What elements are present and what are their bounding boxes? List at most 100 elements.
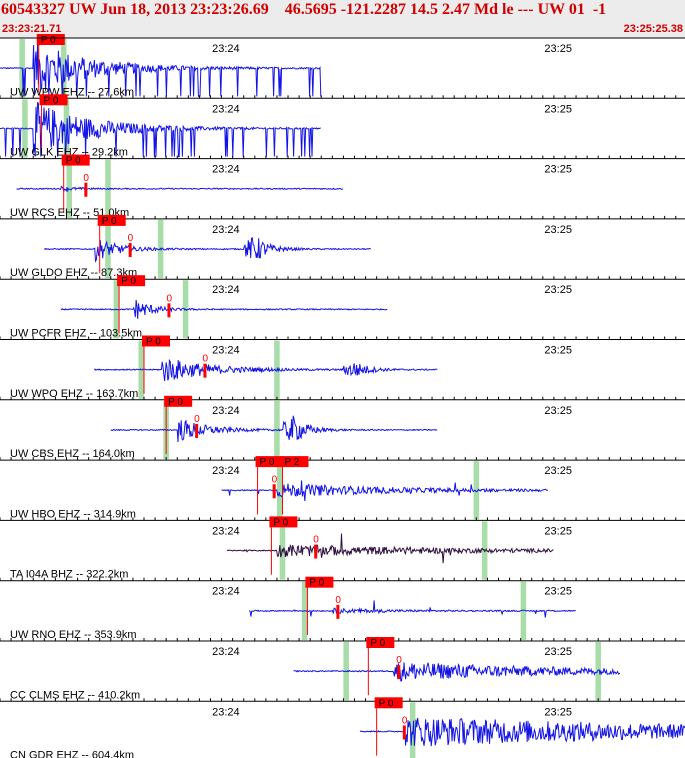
station-label: TA I04A BHZ -- 322.2km [10,569,128,581]
time-tick-label: 23:25 [544,345,572,357]
seismic-trace [110,415,438,443]
time-tick-label: 23:24 [212,345,240,357]
time-tick-label: 23:24 [212,103,240,115]
station-label: UW CBS EHZ -- 164.0km [10,448,135,460]
time-tick-label: 23:25 [544,405,572,417]
time-tick-label: 23:25 [544,465,572,477]
time-tick-label: 23:25 [544,43,572,55]
time-tick-label: 23:24 [212,525,240,537]
origin-marker [128,243,132,258]
origin-marker [336,604,340,619]
time-tick-label: 23:24 [212,646,240,658]
time-tick-label: 23:24 [212,405,240,417]
time-tick-label: 23:24 [212,706,240,718]
time-tick-label: 23:25 [544,706,572,718]
origin-marker [272,484,276,499]
origin-marker [402,725,406,740]
end-time-label: 23:25:25.38 [623,23,683,35]
origin-label: 0 [335,595,341,606]
seismic-trace [60,299,388,319]
time-tick-label: 23:24 [212,586,240,598]
station-label: UW HBO EHZ -- 314.9km [10,508,136,520]
phase-pick-label: P 0 [44,95,59,106]
phase-pick-flag[interactable] [255,456,284,468]
time-tick-label: 23:25 [544,224,572,236]
seismic-trace [93,358,438,382]
event-title: 60543327 UW Jun 18, 2013 23:23:26.69 46.… [1,1,607,18]
station-label: UW WPW EHZ -- 27.6km [10,86,134,98]
origin-label: 0 [402,715,408,726]
start-time-label: 23:23:21.71 [2,23,62,35]
phase-pick-flag[interactable] [61,154,90,166]
phase-pick-label: P 0 [146,337,161,348]
phase-pick-flag[interactable] [305,576,334,588]
seismic-trace [226,533,554,564]
time-window-band [595,642,601,701]
station-label: UW WPO EHZ -- 163.7km [10,388,138,400]
event-header: 60543327 UW Jun 18, 2013 23:23:26.69 46.… [0,0,685,38]
station-label: UW GLDO EHZ -- 87.3km [10,267,137,279]
origin-label: 0 [202,354,208,365]
time-window-band [276,461,283,520]
time-tick-label: 23:25 [544,525,572,537]
seismic-trace [0,101,321,158]
time-window-band [520,581,527,640]
phase-pick-flag[interactable] [374,697,403,709]
time-tick-label: 23:24 [212,465,240,477]
phase-pick-flag[interactable] [366,637,395,648]
time-tick-label: 23:25 [544,103,572,115]
seismic-trace [0,41,322,97]
phase-pick-label: P 0 [66,156,81,167]
phase-pick-flag[interactable] [142,335,171,347]
phase-pick-flag[interactable] [39,94,68,106]
seismic-trace [293,662,621,682]
phase-pick-label: P 0 [260,457,275,468]
seismic-trace [221,480,549,502]
phase-pick-label: P 0 [379,698,394,709]
time-tick-label: 23:24 [212,43,240,55]
time-tick-label: 23:25 [544,284,572,296]
station-label: UW GLK EHZ -- 29.2km [10,147,128,159]
origin-marker [84,182,88,197]
time-tick-label: 23:24 [212,284,240,296]
phase-pick-flag[interactable] [97,214,126,226]
phase-pick-flag[interactable] [164,395,193,407]
time-window-band [473,461,480,520]
origin-label: 0 [272,474,278,485]
origin-marker [167,303,171,318]
origin-marker [397,665,401,680]
time-tick-label: 23:24 [212,224,240,236]
phase-pick-flag[interactable] [280,456,309,468]
phase-pick-label: P 0 [370,638,385,649]
phase-pick-flag[interactable] [117,275,146,287]
phase-pick-flag[interactable] [269,516,298,528]
seismic-trace [359,717,685,747]
origin-label: 0 [396,655,402,666]
phase-pick-label: P 2 [284,457,299,468]
origin-marker [203,363,207,378]
phase-pick-flag[interactable] [36,34,65,45]
phase-pick-label: P 0 [273,517,288,528]
phase-pick-label: P 0 [102,216,117,227]
station-label: CN GDR EHZ -- 604.4km [10,750,134,758]
time-tick-label: 23:25 [544,586,572,598]
station-label: UW PCFR EHZ -- 103.5km [10,328,142,340]
origin-label: 0 [83,173,89,184]
seismic-trace [43,237,372,263]
phase-pick-label: P 0 [41,35,56,46]
time-tick-label: 23:24 [212,164,240,176]
origin-label: 0 [166,293,172,304]
time-tick-label: 23:25 [544,646,572,658]
origin-marker [314,544,318,559]
time-tick-label: 23:25 [544,164,572,176]
seismic-trace [248,600,576,618]
origin-label: 0 [313,535,319,546]
station-label: CC CLMS EHZ -- 410.2km [10,689,140,701]
seismic-trace [16,185,344,193]
phase-pick-label: P 0 [168,397,183,408]
origin-marker [195,423,199,438]
station-label: UW RNO EHZ -- 353.9km [10,629,137,641]
origin-label: 0 [128,233,134,244]
phase-pick-label: P 0 [309,578,324,589]
